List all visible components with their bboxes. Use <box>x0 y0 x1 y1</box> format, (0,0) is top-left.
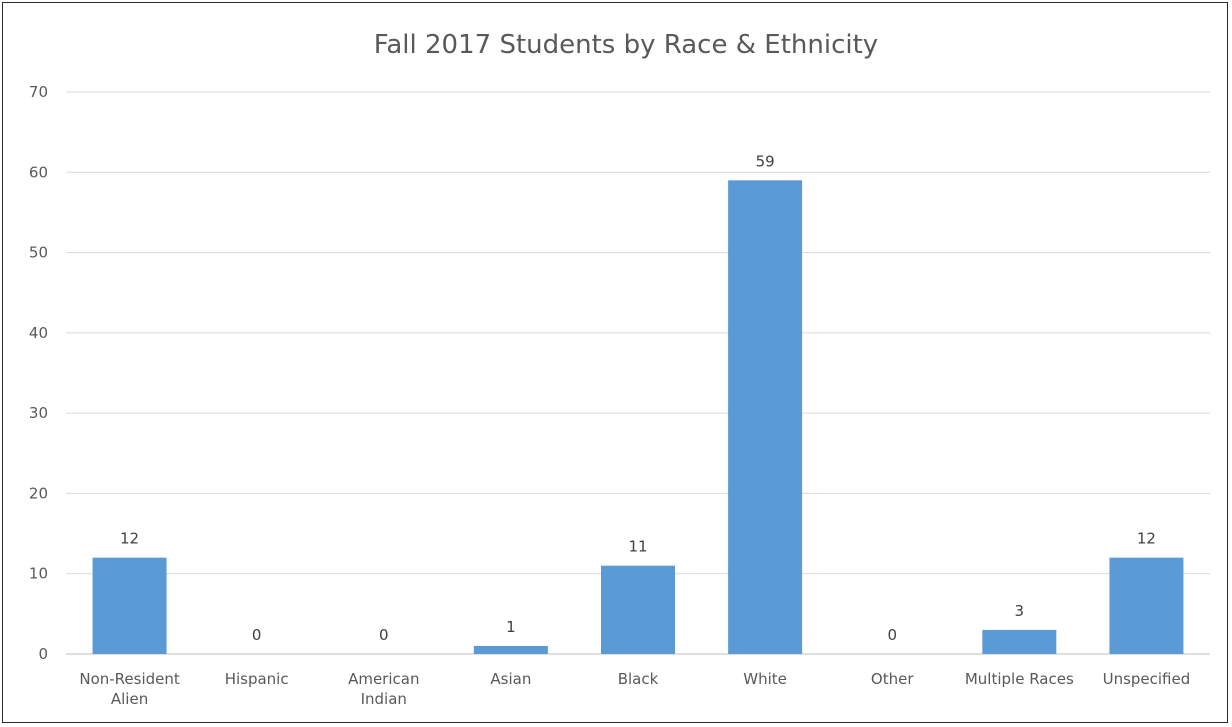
x-tick-label-line: White <box>743 670 787 688</box>
bar <box>728 180 803 655</box>
x-tick-label-line: Other <box>871 670 914 688</box>
data-label: 11 <box>628 538 647 556</box>
x-tick-label: White <box>743 670 787 688</box>
x-tick-label-line: Indian <box>361 690 407 708</box>
x-tick-label: Other <box>871 670 914 688</box>
x-tick-label-line: Unspecified <box>1103 670 1191 688</box>
y-axis-ticks: 0 10 20 30 40 50 60 70 <box>29 83 48 663</box>
x-tick-label-line: Multiple Races <box>965 670 1074 688</box>
x-tick-label: American Indian <box>348 670 419 708</box>
x-tick-label: Asian <box>490 670 531 688</box>
bars <box>92 180 1184 655</box>
x-tick-label: Multiple Races <box>965 670 1074 688</box>
bar <box>1109 557 1184 654</box>
bar <box>601 565 675 654</box>
data-label: 0 <box>887 626 897 644</box>
x-tick-label-line: American <box>348 670 419 688</box>
x-tick-label: Hispanic <box>225 670 289 688</box>
x-tick-label-line: Hispanic <box>225 670 289 688</box>
y-tick-label: 70 <box>29 83 48 101</box>
data-label: 12 <box>120 530 139 548</box>
data-label: 0 <box>379 626 389 644</box>
data-label: 12 <box>1137 530 1156 548</box>
y-tick-label: 10 <box>29 565 48 583</box>
y-tick-label: 0 <box>38 645 48 663</box>
x-tick-label-line: Non-Resident <box>79 670 180 688</box>
data-label: 0 <box>252 626 262 644</box>
y-tick-label: 30 <box>29 404 48 422</box>
y-tick-label: 50 <box>29 244 48 262</box>
chart-title: Fall 2017 Students by Race & Ethnicity <box>374 30 878 60</box>
x-tick-label: Black <box>618 670 659 688</box>
bar <box>92 557 167 654</box>
y-tick-label: 60 <box>29 163 48 181</box>
x-tick-label: Unspecified <box>1103 670 1191 688</box>
bar <box>473 645 548 654</box>
y-tick-label: 20 <box>29 484 48 502</box>
data-label: 1 <box>506 618 516 636</box>
x-tick-label-line: Asian <box>490 670 531 688</box>
x-tick-label-line: Black <box>618 670 659 688</box>
x-tick-label-line: Alien <box>111 690 148 708</box>
y-tick-label: 40 <box>29 324 48 342</box>
data-label: 3 <box>1015 602 1025 620</box>
data-label: 59 <box>756 152 775 170</box>
bar <box>982 629 1057 654</box>
x-tick-label: Non-Resident Alien <box>79 670 180 708</box>
